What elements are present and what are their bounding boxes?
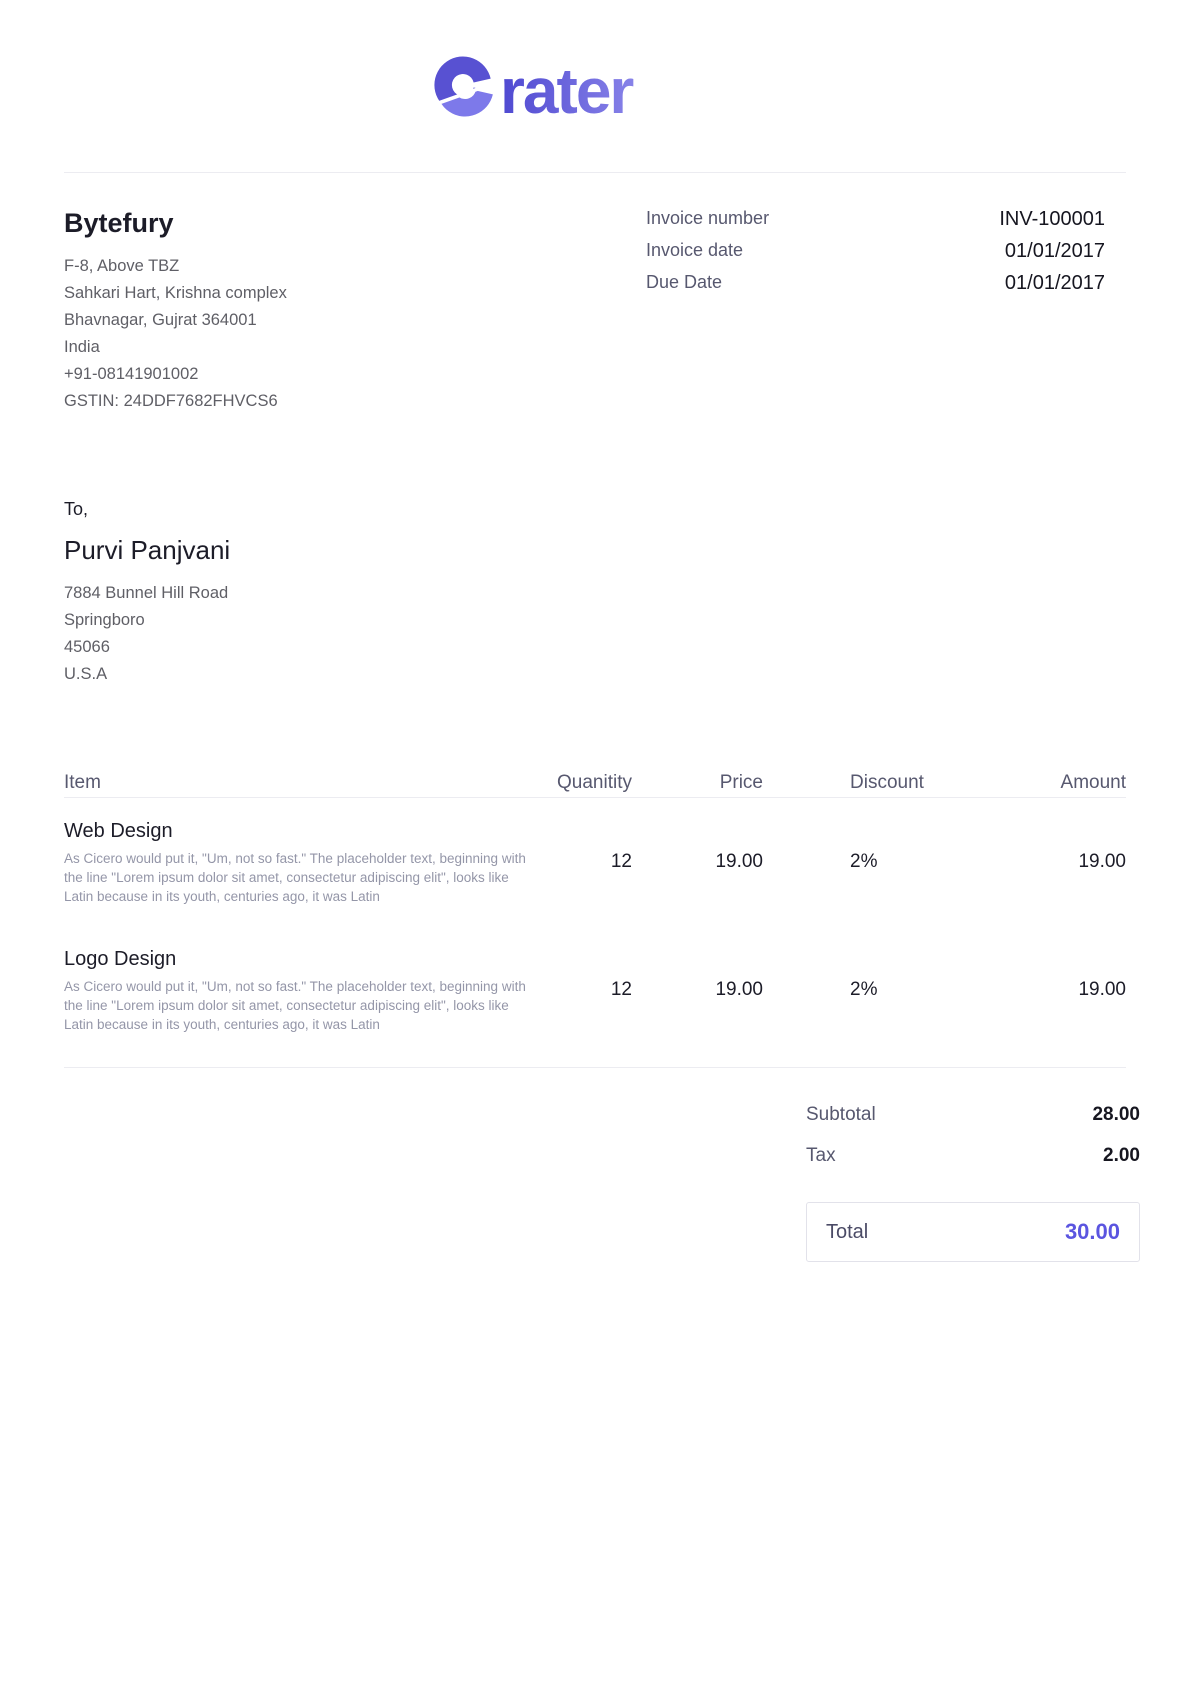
svg-text:rater: rater: [500, 55, 633, 124]
